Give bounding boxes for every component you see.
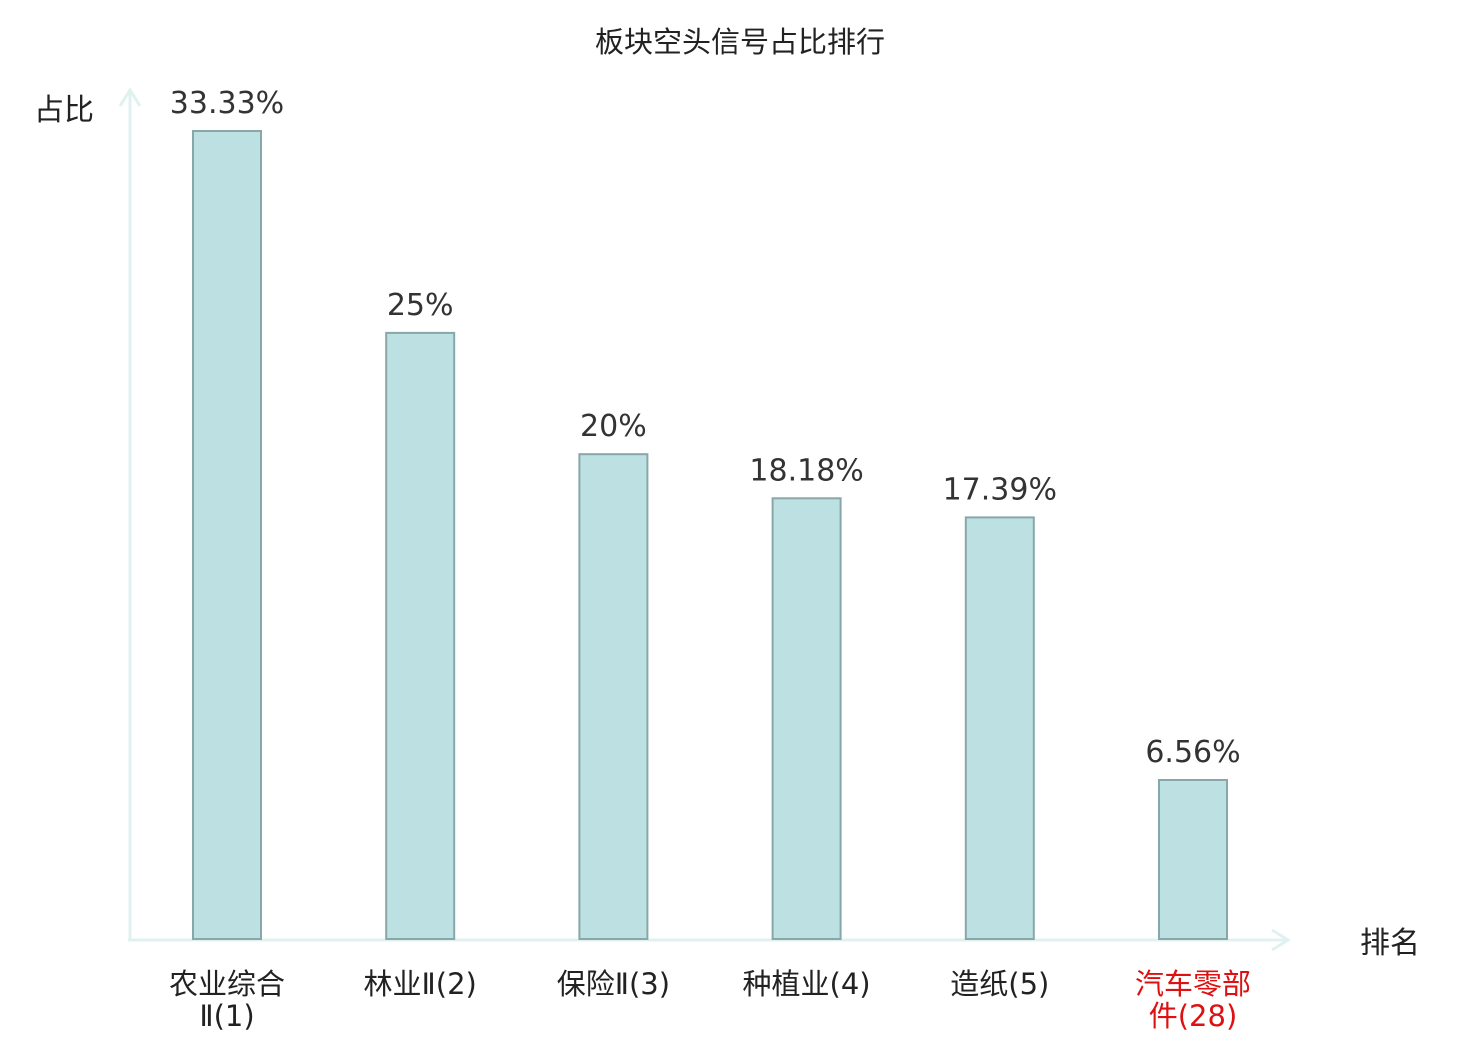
- x-axis-label: 排名: [1360, 926, 1420, 961]
- bars-group: [192, 130, 1228, 941]
- category-label-6-line-1: 汽车零部: [1135, 967, 1251, 1001]
- value-label-5: 17.39%: [943, 472, 1057, 507]
- category-label-1-line-1: 农业综合: [169, 967, 285, 1001]
- chart-title: 板块空头信号占比排行: [595, 25, 885, 59]
- category-label-5: 造纸(5): [950, 967, 1049, 1001]
- category-label-4: 种植业(4): [743, 967, 871, 1001]
- x-axis-arrow: [1271, 928, 1291, 952]
- value-labels-group: 33.33% 25% 20% 18.18% 17.39% 6.56%: [170, 86, 1241, 770]
- bar-4: [771, 497, 842, 940]
- bar-3: [578, 453, 649, 940]
- y-axis-label: 占比: [34, 93, 94, 128]
- category-label-1-line-2: Ⅱ(1): [199, 999, 254, 1033]
- bar-1: [192, 130, 262, 940]
- y-axis-arrow: [118, 87, 142, 107]
- value-label-1: 33.33%: [170, 86, 284, 121]
- bar-6: [1158, 779, 1228, 940]
- value-label-3: 20%: [580, 409, 647, 444]
- value-label-6: 6.56%: [1145, 735, 1240, 770]
- bar-2: [385, 331, 456, 940]
- category-label-6-line-2: 件(28): [1149, 999, 1238, 1033]
- value-label-2: 25%: [387, 288, 454, 323]
- category-label-3: 保险Ⅱ(3): [557, 967, 670, 1001]
- category-label-2: 林业Ⅱ(2): [364, 967, 477, 1001]
- value-label-4: 18.18%: [749, 453, 863, 488]
- bar-5: [964, 516, 1035, 941]
